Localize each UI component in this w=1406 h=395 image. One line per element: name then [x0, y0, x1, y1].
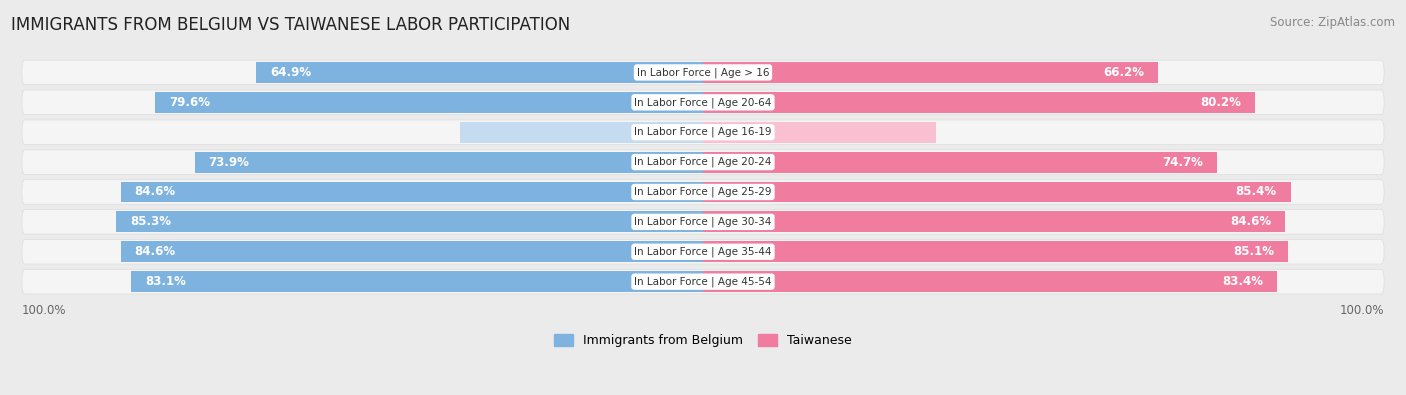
FancyBboxPatch shape [22, 269, 1384, 294]
Bar [155, 92, 703, 113]
Text: 33.8%: 33.8% [717, 126, 758, 139]
Text: 85.4%: 85.4% [1236, 186, 1277, 199]
Text: In Labor Force | Age 16-19: In Labor Force | Age 16-19 [634, 127, 772, 137]
Text: In Labor Force | Age > 16: In Labor Force | Age > 16 [637, 67, 769, 78]
Text: 84.6%: 84.6% [1230, 215, 1271, 228]
Text: 85.1%: 85.1% [1233, 245, 1275, 258]
Text: 66.2%: 66.2% [1104, 66, 1144, 79]
Bar [703, 211, 1285, 232]
Text: 74.7%: 74.7% [1163, 156, 1204, 169]
Text: In Labor Force | Age 20-24: In Labor Force | Age 20-24 [634, 157, 772, 167]
Text: 85.3%: 85.3% [129, 215, 172, 228]
FancyBboxPatch shape [22, 120, 1384, 145]
Bar [121, 241, 703, 262]
Text: 35.3%: 35.3% [648, 126, 689, 139]
Bar [194, 152, 703, 173]
Bar [703, 92, 1254, 113]
Text: 79.6%: 79.6% [169, 96, 209, 109]
Text: 100.0%: 100.0% [22, 304, 66, 317]
Text: In Labor Force | Age 20-64: In Labor Force | Age 20-64 [634, 97, 772, 107]
Text: In Labor Force | Age 35-44: In Labor Force | Age 35-44 [634, 246, 772, 257]
Text: 84.6%: 84.6% [135, 186, 176, 199]
FancyBboxPatch shape [22, 239, 1384, 264]
Text: In Labor Force | Age 30-34: In Labor Force | Age 30-34 [634, 216, 772, 227]
Text: 100.0%: 100.0% [1340, 304, 1384, 317]
Text: 64.9%: 64.9% [270, 66, 311, 79]
Bar [256, 62, 703, 83]
Text: Source: ZipAtlas.com: Source: ZipAtlas.com [1270, 16, 1395, 29]
Bar [703, 241, 1288, 262]
FancyBboxPatch shape [22, 90, 1384, 115]
Text: 73.9%: 73.9% [208, 156, 249, 169]
Text: 83.4%: 83.4% [1222, 275, 1263, 288]
FancyBboxPatch shape [22, 60, 1384, 85]
Bar [703, 62, 1159, 83]
Bar [131, 271, 703, 292]
Text: In Labor Force | Age 25-29: In Labor Force | Age 25-29 [634, 187, 772, 197]
Bar [703, 271, 1277, 292]
FancyBboxPatch shape [22, 180, 1384, 204]
Text: IMMIGRANTS FROM BELGIUM VS TAIWANESE LABOR PARTICIPATION: IMMIGRANTS FROM BELGIUM VS TAIWANESE LAB… [11, 16, 571, 34]
Bar [703, 182, 1291, 203]
Legend: Immigrants from Belgium, Taiwanese: Immigrants from Belgium, Taiwanese [554, 334, 852, 347]
Bar [121, 182, 703, 203]
Text: 84.6%: 84.6% [135, 245, 176, 258]
Bar [703, 122, 935, 143]
Bar [460, 122, 703, 143]
FancyBboxPatch shape [22, 210, 1384, 234]
Text: In Labor Force | Age 45-54: In Labor Force | Age 45-54 [634, 276, 772, 287]
Bar [703, 152, 1218, 173]
Bar [117, 211, 703, 232]
Text: 83.1%: 83.1% [145, 275, 186, 288]
FancyBboxPatch shape [22, 150, 1384, 174]
Text: 80.2%: 80.2% [1201, 96, 1241, 109]
